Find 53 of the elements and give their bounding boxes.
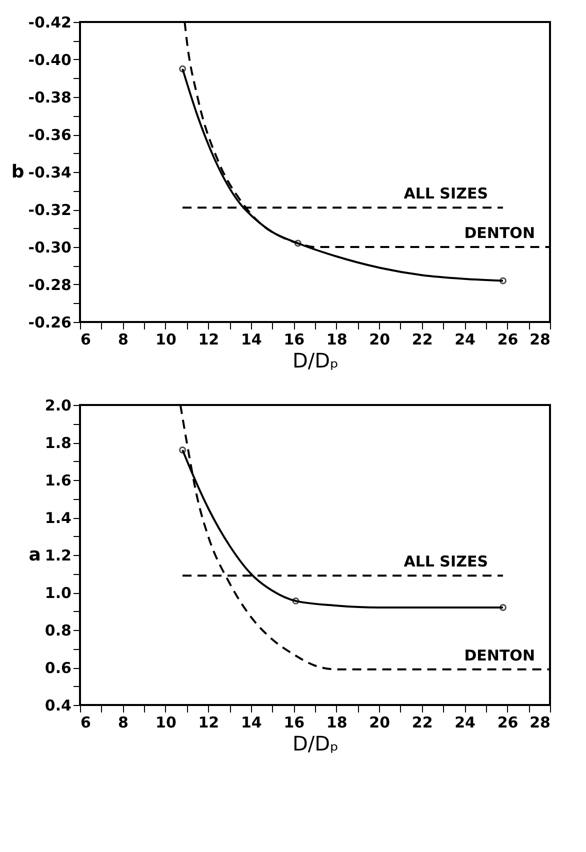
y-tick-label: -0.36 bbox=[28, 126, 72, 144]
y-tick-label: -0.26 bbox=[28, 314, 72, 332]
x-tick-label: 12 bbox=[198, 330, 220, 348]
y-tick-label: -0.42 bbox=[28, 14, 72, 32]
y-tick-label: 2.0 bbox=[44, 396, 72, 414]
x-tick-label: 6 bbox=[80, 714, 91, 732]
x-axis-title: D/Dₚ bbox=[292, 732, 339, 756]
x-tick-label: 24 bbox=[454, 330, 476, 348]
x-tick-label: 18 bbox=[326, 714, 348, 732]
x-axis-title: D/Dₚ bbox=[292, 348, 339, 372]
y-tick-label: -0.40 bbox=[28, 51, 72, 69]
x-tick-label: 16 bbox=[284, 330, 305, 348]
series-label: ALL SIZES bbox=[404, 184, 488, 203]
y-axis-title: b bbox=[11, 162, 24, 182]
y-tick-label: 1.8 bbox=[44, 434, 72, 452]
y-tick-label: -0.38 bbox=[28, 88, 72, 106]
series-label: DENTON bbox=[464, 224, 535, 242]
x-tick-label: 14 bbox=[240, 714, 262, 732]
x-tick-label: 22 bbox=[412, 714, 433, 732]
point bbox=[294, 240, 302, 247]
y-tick-label: -0.30 bbox=[28, 238, 72, 256]
line-series bbox=[182, 449, 504, 608]
y-tick-label: 1.4 bbox=[44, 509, 72, 527]
x-tick-label: 16 bbox=[284, 714, 305, 732]
x-tick-label: 12 bbox=[198, 714, 220, 732]
y-tick-label: 0.8 bbox=[44, 622, 72, 640]
x-tick-label: 24 bbox=[454, 714, 476, 732]
x-tick-label: 22 bbox=[412, 330, 433, 348]
y-tick-label: -0.32 bbox=[28, 201, 72, 219]
x-tick-label: 18 bbox=[326, 330, 348, 348]
x-tick-label: 8 bbox=[118, 714, 128, 732]
x-tick-label: 8 bbox=[118, 330, 128, 348]
series-label: ALL SIZES bbox=[404, 552, 488, 571]
x-tick-label: 6 bbox=[80, 330, 91, 348]
x-tick-label: 26 bbox=[497, 330, 518, 348]
y-tick-label: -0.28 bbox=[28, 276, 72, 294]
y-tick-label: 1.2 bbox=[44, 546, 72, 564]
x-tick-label: 10 bbox=[156, 714, 176, 732]
series-label: DENTON bbox=[464, 646, 535, 664]
y-tick-label: 0.6 bbox=[44, 659, 72, 677]
x-tick-label: 28 bbox=[530, 714, 550, 732]
x-tick-label: 14 bbox=[240, 330, 262, 348]
x-tick-label: 28 bbox=[530, 330, 550, 348]
y-tick-label: -0.34 bbox=[28, 164, 72, 182]
y-tick-label: 1.0 bbox=[44, 584, 72, 602]
x-tick-label: 20 bbox=[369, 714, 390, 732]
point bbox=[292, 597, 300, 604]
x-tick-label: 26 bbox=[497, 714, 518, 732]
x-tick-label: 10 bbox=[156, 330, 176, 348]
x-tick-label: 20 bbox=[369, 330, 390, 348]
y-tick-label: 0.4 bbox=[44, 696, 72, 714]
y-axis-title: a bbox=[28, 544, 41, 566]
y-tick-label: 1.6 bbox=[44, 472, 72, 490]
